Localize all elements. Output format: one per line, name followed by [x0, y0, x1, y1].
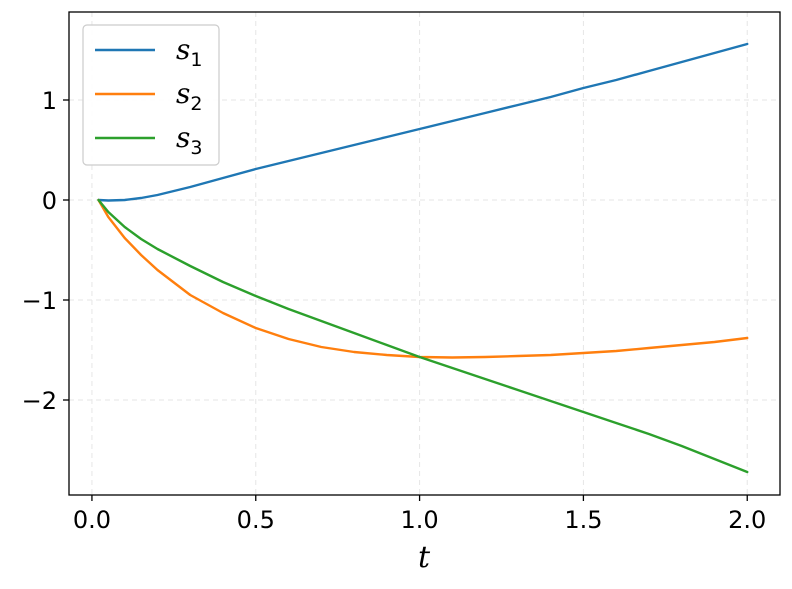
- y-tick-label: −1: [22, 287, 57, 315]
- series-lines: [97, 42, 749, 474]
- legend-subscript-2: 2: [190, 93, 202, 115]
- x-tick-label: 0.0: [73, 506, 111, 534]
- x-tick-label: 1.5: [564, 506, 602, 534]
- x-axis-label: t: [418, 540, 431, 575]
- x-tick-label: 2.0: [728, 506, 766, 534]
- y-tick-label: 0: [42, 187, 57, 215]
- series-line-2: [97, 198, 749, 359]
- y-tick-label: −2: [22, 387, 57, 415]
- x-tick-label: 1.0: [400, 506, 438, 534]
- legend-subscript-3: 3: [190, 137, 202, 159]
- legend-subscript-1: 1: [190, 49, 202, 71]
- series-line-3: [97, 198, 749, 474]
- legend-label-2: s2: [176, 77, 202, 115]
- y-axis-ticks: 1 0 −1 −2: [22, 87, 69, 415]
- plot-frame: [68, 11, 781, 496]
- y-tick-label: 1: [42, 87, 57, 115]
- series-line-1: [97, 42, 749, 202]
- legend-label-3: s3: [176, 121, 202, 159]
- x-tick-label: 0.5: [237, 506, 275, 534]
- x-axis-ticks: 0.0 0.5 1.0 1.5 2.0: [73, 495, 766, 534]
